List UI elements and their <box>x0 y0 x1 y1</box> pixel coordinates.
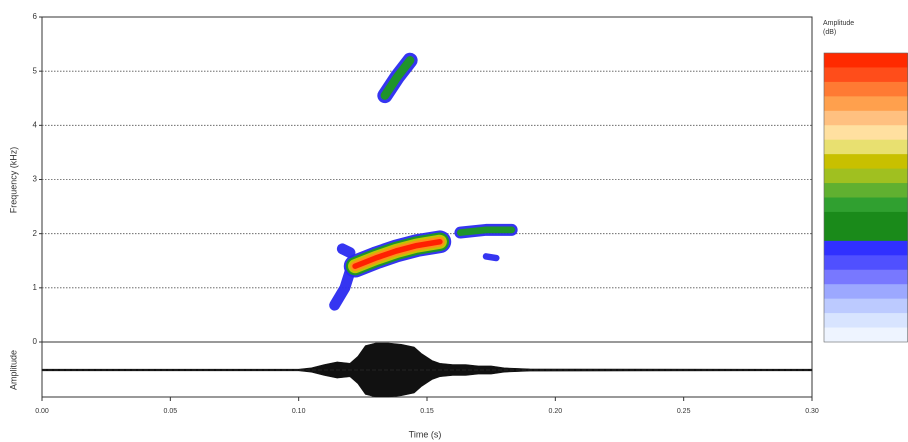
y-tick-label: 4 <box>33 120 38 129</box>
spectral-contour <box>456 226 516 236</box>
y-tick-label: 6 <box>33 12 38 21</box>
spectral-contour <box>352 239 443 269</box>
x-tick-label: 0.25 <box>677 408 691 415</box>
colorbar-cell <box>824 67 908 83</box>
spectral-contour <box>380 56 415 100</box>
x-tick-label: 0.15 <box>420 408 434 415</box>
colorbar-cell <box>824 255 908 271</box>
plot-frame <box>41 16 813 398</box>
colorbar-cell <box>824 53 908 68</box>
colorbar-cell <box>824 269 908 285</box>
colorbar-cell <box>824 125 908 141</box>
colorbar-cell <box>824 327 908 343</box>
legend-title: Amplitude <box>823 20 854 27</box>
y-tick-label: 0 <box>33 337 38 346</box>
waveform-envelope <box>41 369 813 398</box>
colorbar-cell <box>824 110 908 126</box>
colorbar-cell <box>824 168 908 184</box>
y-tick-label: 2 <box>33 229 38 238</box>
colorbar-cell <box>824 284 908 300</box>
colorbar-cell <box>824 81 908 97</box>
y-tick-label: 5 <box>33 66 38 75</box>
colorbar-cell <box>824 183 908 198</box>
x-axis-label: Time (s) <box>409 429 442 439</box>
osc-axis-label: Amplitude <box>8 350 18 390</box>
x-tick-label: 0.10 <box>292 408 306 415</box>
x-tick-label: 0.05 <box>164 408 178 415</box>
colorbar-cell <box>824 240 908 256</box>
colorbar-cell <box>824 139 908 155</box>
y-tick-label: 1 <box>33 283 38 292</box>
x-tick-label: 0.30 <box>805 408 819 415</box>
x-tick-label: 0.20 <box>549 408 563 415</box>
colorbar-cell <box>824 197 908 213</box>
spectral-contour <box>336 243 356 259</box>
colorbar-cell <box>824 96 908 112</box>
x-tick-label: 0.00 <box>35 408 49 415</box>
y-axis-label: Frequency (kHz) <box>8 147 18 214</box>
colorbar-cell <box>824 226 908 242</box>
y-tick-label: 3 <box>33 175 38 184</box>
colorbar-cell <box>824 313 908 329</box>
spectral-contour <box>482 253 500 262</box>
colorbar-cell <box>824 211 908 227</box>
colorbar-cell <box>824 154 908 170</box>
colorbar-cell <box>824 298 908 314</box>
legend-title: (dB) <box>823 29 836 36</box>
waveform-envelope <box>41 342 813 371</box>
